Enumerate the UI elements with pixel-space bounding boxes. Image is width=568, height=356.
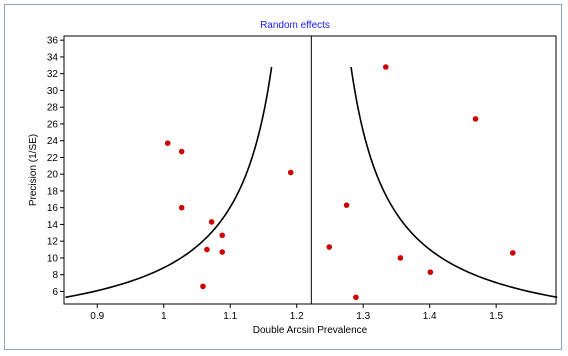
funnel-right-boundary <box>350 66 558 299</box>
y-tick-label: 28 <box>47 103 59 114</box>
x-axis: 0.9 1 1.1 1.2 1.3 1.4 1.5 <box>90 304 504 322</box>
chart-frame <box>4 4 562 350</box>
data-point <box>353 294 359 301</box>
y-axis-label: Precision (1/SE) <box>28 134 39 206</box>
data-point <box>287 169 294 176</box>
data-point <box>204 246 210 253</box>
y-tick-label: 20 <box>47 170 59 181</box>
data-point <box>509 250 516 256</box>
data-point <box>200 283 206 290</box>
data-point <box>427 269 434 275</box>
y-tick-label: 26 <box>47 119 59 130</box>
data-point <box>164 140 171 146</box>
y-axis: 6 8 10 12 14 16 18 20 22 24 26 28 30 32 34 36 <box>47 36 64 298</box>
x-tick-label: 0.9 <box>90 311 104 322</box>
y-tick-label: 32 <box>47 69 59 80</box>
y-tick-label: 6 <box>52 287 58 298</box>
data-point <box>343 202 350 208</box>
data-point <box>472 116 479 122</box>
x-axis-label: Double Arcsin Prevalence <box>253 325 368 336</box>
y-tick-label: 36 <box>47 36 59 47</box>
y-tick-label: 12 <box>47 237 59 248</box>
y-tick-label: 22 <box>47 153 59 164</box>
y-tick-label: 8 <box>52 270 58 281</box>
chart-title: Random effects <box>260 20 330 31</box>
x-tick-label: 1.5 <box>489 311 503 322</box>
x-tick-label: 1.1 <box>223 311 237 322</box>
data-point <box>219 249 226 255</box>
y-tick-label: 10 <box>47 253 59 264</box>
y-tick-label: 16 <box>47 203 59 214</box>
y-tick-label: 18 <box>47 186 59 197</box>
data-point <box>382 64 389 70</box>
y-tick-label: 34 <box>47 52 59 63</box>
x-tick-label: 1.3 <box>356 311 370 322</box>
data-point <box>326 244 333 250</box>
y-tick-label: 24 <box>47 136 59 147</box>
data-point <box>208 219 215 225</box>
data-point <box>178 204 185 211</box>
x-tick-label: 1.2 <box>290 311 304 322</box>
y-tick-label: 30 <box>47 86 59 97</box>
funnel-left-boundary <box>65 66 273 299</box>
plot-area <box>63 35 557 305</box>
data-point <box>219 232 226 239</box>
y-tick-label: 14 <box>47 220 59 231</box>
data-point <box>178 148 185 155</box>
x-tick-label: 1 <box>161 311 167 322</box>
data-point <box>397 255 404 261</box>
x-tick-label: 1.4 <box>423 311 437 322</box>
data-points <box>164 64 516 301</box>
